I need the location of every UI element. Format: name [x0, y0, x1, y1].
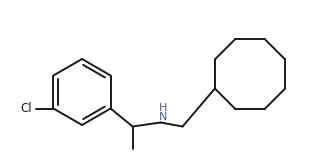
Text: H: H: [158, 102, 167, 113]
Text: Cl: Cl: [21, 102, 32, 115]
Text: N: N: [158, 112, 167, 122]
